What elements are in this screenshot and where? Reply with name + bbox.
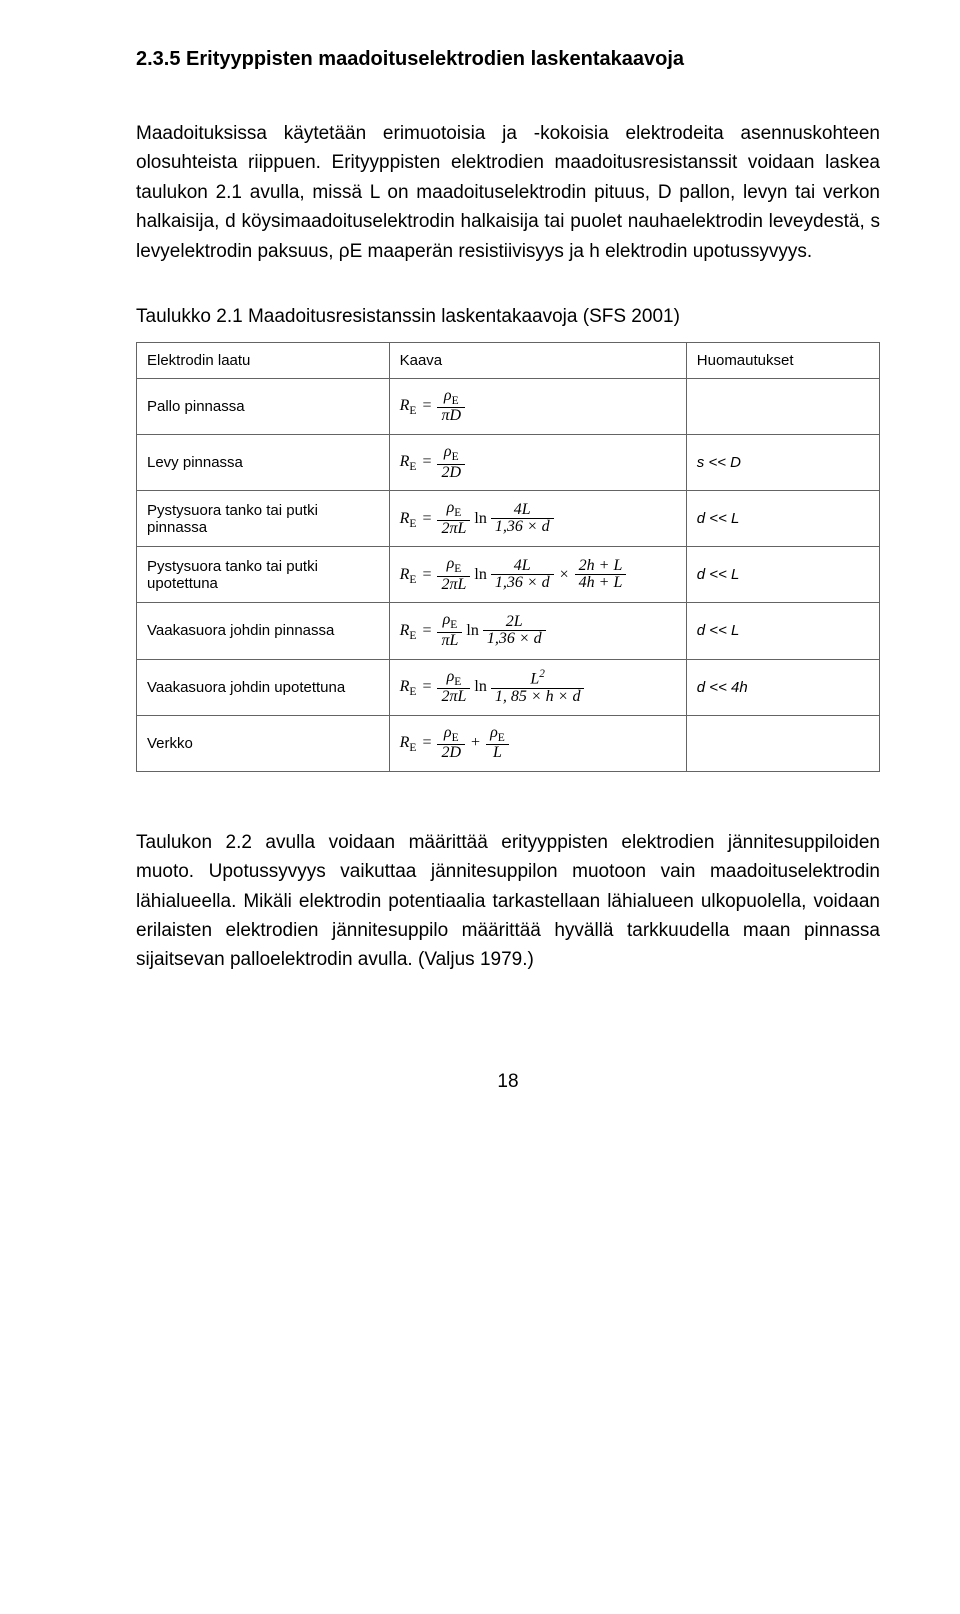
table-row: Vaakasuora johdin upotettuna RE = ρE2πL … (137, 659, 880, 715)
th-formula: Kaava (389, 343, 686, 379)
cell-cond: d << L (686, 603, 879, 659)
cell-label: Vaakasuora johdin upotettuna (137, 659, 390, 715)
cell-cond (686, 715, 879, 771)
cell-label: Pallo pinnassa (137, 379, 390, 435)
cell-cond (686, 379, 879, 435)
paragraph-after: Taulukon 2.2 avulla voidaan määrittää er… (136, 828, 880, 975)
table-row: Pallo pinnassa RE = ρEπD (137, 379, 880, 435)
cell-label: Pystysuora tanko tai putki upotettuna (137, 547, 390, 603)
cell-cond: d << L (686, 547, 879, 603)
cell-label: Verkko (137, 715, 390, 771)
cell-formula: RE = ρEπD (389, 379, 686, 435)
cell-label: Vaakasuora johdin pinnassa (137, 603, 390, 659)
cell-label: Pystysuora tanko tai putki pinnassa (137, 491, 390, 547)
cell-formula: RE = ρE2πL ln 4L1,36 × d (389, 491, 686, 547)
table-caption: Taulukko 2.1 Maadoitusresistanssin laske… (136, 306, 880, 328)
cell-formula: RE = ρE2D + ρEL (389, 715, 686, 771)
table-row: Pystysuora tanko tai putki pinnassa RE =… (137, 491, 880, 547)
table-row: Verkko RE = ρE2D + ρEL (137, 715, 880, 771)
paragraph-intro: Maadoituksissa käytetään erimuotoisia ja… (136, 119, 880, 266)
section-heading: 2.3.5 Erityyppisten maadoituselektrodien… (136, 48, 880, 71)
table-row: Vaakasuora johdin pinnassa RE = ρEπL ln … (137, 603, 880, 659)
cell-cond: d << L (686, 491, 879, 547)
cell-label: Levy pinnassa (137, 435, 390, 491)
th-notes: Huomautukset (686, 343, 879, 379)
cell-formula: RE = ρE2πL ln 4L1,36 × d × 2h + L4h + L (389, 547, 686, 603)
cell-formula: RE = ρEπL ln 2L1,36 × d (389, 603, 686, 659)
formula-table: Elektrodin laatu Kaava Huomautukset Pall… (136, 342, 880, 771)
table-row: Levy pinnassa RE = ρE2D s << D (137, 435, 880, 491)
table-row: Pystysuora tanko tai putki upotettuna RE… (137, 547, 880, 603)
cell-cond: d << 4h (686, 659, 879, 715)
th-electrode: Elektrodin laatu (137, 343, 390, 379)
page-number: 18 (136, 1071, 880, 1093)
cell-formula: RE = ρE2D (389, 435, 686, 491)
cell-cond: s << D (686, 435, 879, 491)
cell-formula: RE = ρE2πL ln L21, 85 × h × d (389, 659, 686, 715)
